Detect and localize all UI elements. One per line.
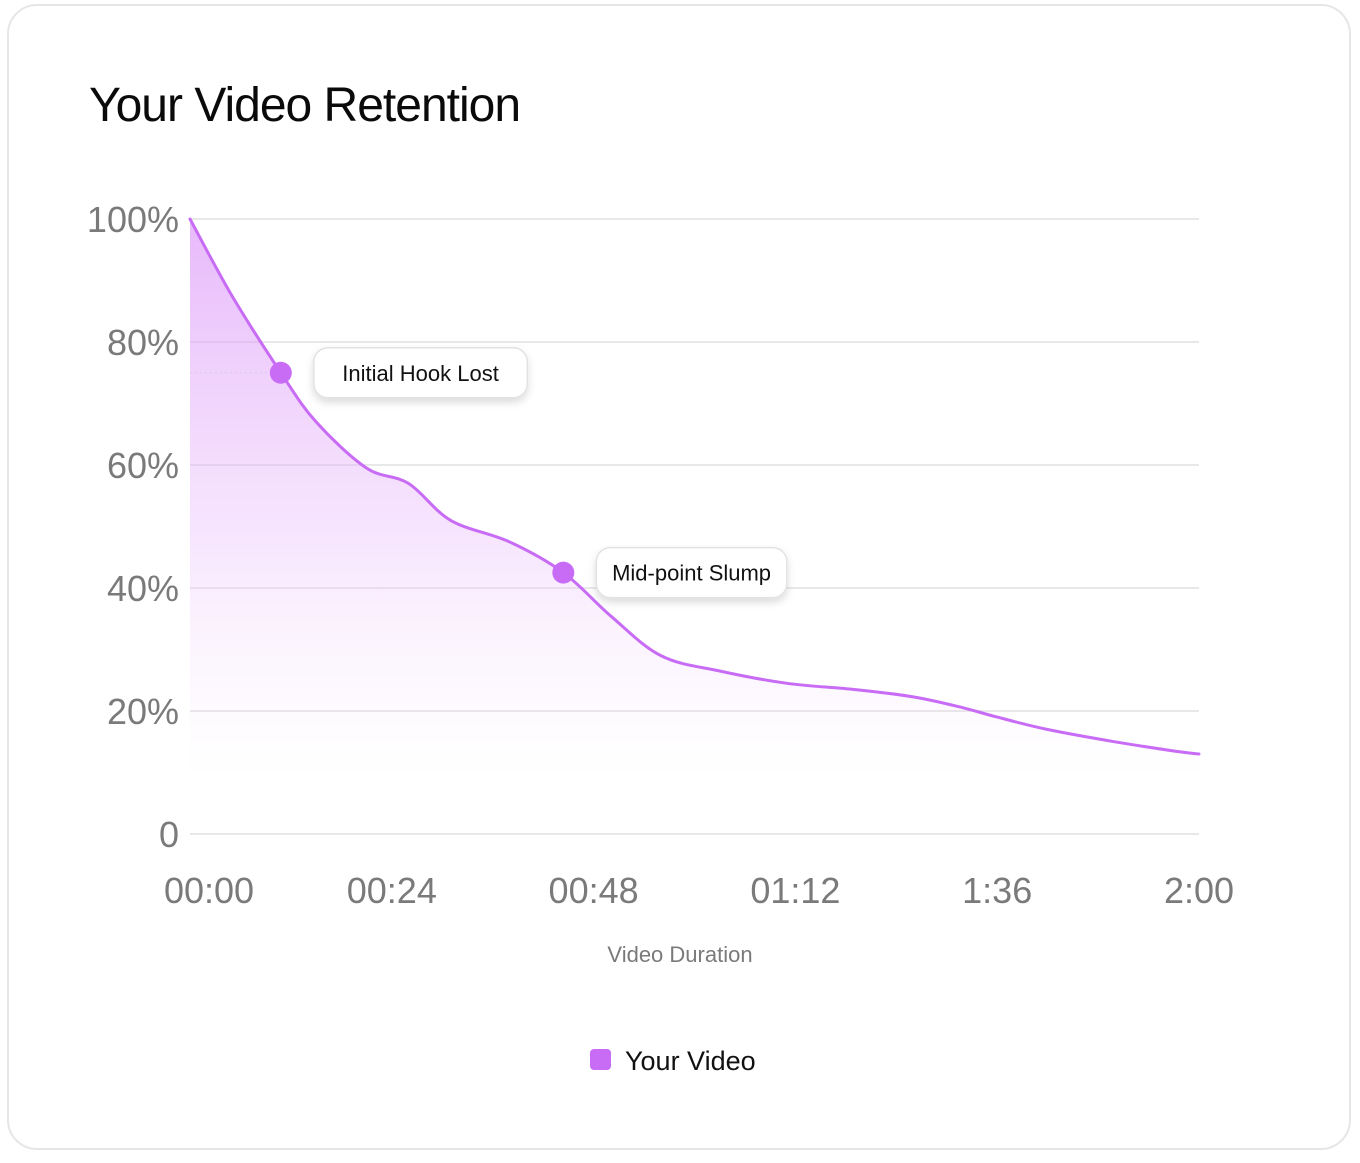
y-tick-label: 100%: [87, 199, 179, 240]
legend: Your Video: [590, 1046, 756, 1076]
y-axis-ticks: 100% 80% 60% 40% 20% 0: [87, 199, 179, 855]
x-tick-label: 00:24: [347, 870, 437, 911]
y-tick-label: 40%: [107, 568, 179, 609]
annotation: Mid-point Slump: [552, 546, 788, 599]
x-tick-label: 01:12: [750, 870, 840, 911]
y-tick-label: 80%: [107, 322, 179, 363]
annotations: Initial Hook Lost Mid-point Slump: [190, 347, 788, 599]
series-area-your-video: [190, 219, 1199, 790]
series-line: [188, 217, 1201, 756]
legend-swatch: [590, 1049, 611, 1070]
annotation-callout: [313, 347, 529, 399]
legend-label: Your Video: [625, 1046, 756, 1076]
x-tick-label: 00:48: [549, 870, 639, 911]
y-tick-label: 60%: [107, 445, 179, 486]
y-tick-label: 20%: [107, 691, 179, 732]
area-fill: [190, 219, 1199, 790]
x-tick-label: 2:00: [1164, 870, 1234, 911]
annotation: Initial Hook Lost: [190, 347, 529, 399]
annotation-point: [269, 361, 292, 384]
x-tick-label: 1:36: [962, 870, 1032, 911]
annotation-point: [552, 561, 575, 584]
chart-title: Your Video Retention: [89, 79, 521, 132]
x-axis-title: Video Duration: [607, 942, 752, 967]
x-axis-ticks: 00:00 00:24 00:48 01:12 1:36 2:00: [164, 870, 1234, 911]
annotation-label: Initial Hook Lost: [342, 361, 499, 386]
annotation-label: Mid-point Slump: [612, 561, 771, 586]
series-line-your-video: [188, 217, 1201, 756]
y-tick-label: 0: [159, 814, 179, 855]
x-tick-label: 00:00: [164, 870, 254, 911]
annotation-callout: [595, 546, 788, 599]
